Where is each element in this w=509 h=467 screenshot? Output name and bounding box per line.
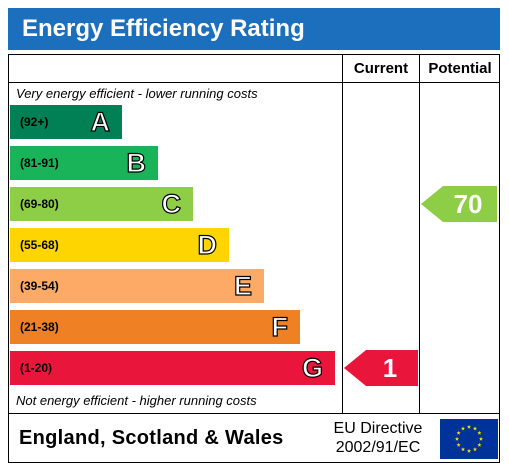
eu-star-icon: [477, 442, 482, 447]
band-letter-e: E: [233, 270, 252, 301]
band-letter-b: B: [126, 147, 147, 178]
directive-line-1: EU Directive: [333, 420, 423, 437]
band-range-c: (69-80): [20, 197, 59, 211]
eu-star-icon: [478, 436, 484, 441]
footer-directive: EU Directive 2002/91/EC: [327, 419, 429, 457]
band-range-a: (92+): [20, 115, 49, 129]
band-range-f: (21-38): [20, 320, 59, 334]
footer: England, Scotland & Wales EU Directive 2…: [8, 413, 500, 463]
eu-star-icon: [466, 448, 472, 453]
band-d: (55-68) D: [10, 228, 229, 262]
eu-star-icon: [460, 447, 466, 452]
header-divider: [8, 82, 500, 83]
band-g: (1-20) G: [10, 351, 335, 385]
band-letter-f: F: [271, 311, 289, 342]
band-e: (39-54) E: [10, 269, 264, 303]
note-bottom: Not energy efficient - higher running co…: [16, 393, 257, 408]
directive-line-2: 2002/91/EC: [335, 439, 421, 456]
eu-star-icon: [472, 447, 478, 452]
band-letter-a: A: [90, 106, 111, 137]
column-divider-potential: [419, 54, 420, 414]
eu-star-icon: [466, 424, 472, 429]
eu-star-icon: [460, 426, 466, 431]
band-range-b: (81-91): [20, 156, 59, 170]
eu-star-icon: [472, 426, 478, 431]
eu-star-icon: [454, 436, 460, 441]
eu-star-icon: [456, 442, 461, 447]
note-top: Very energy efficient - lower running co…: [16, 86, 258, 101]
band-f: (21-38) F: [10, 310, 300, 344]
eu-star-icon: [456, 430, 461, 435]
band-letter-d: D: [197, 229, 218, 260]
band-range-e: (39-54): [20, 279, 59, 293]
band-range-d: (55-68): [20, 238, 59, 252]
eu-flag-icon: [440, 419, 498, 459]
column-header-current: Current: [353, 60, 409, 77]
band-range-g: (1-20): [20, 361, 53, 375]
band-b: (81-91) B: [10, 146, 158, 180]
eu-star-icon: [477, 430, 482, 435]
chart-title: Energy Efficiency Rating: [8, 8, 500, 50]
band-c: (69-80) C: [10, 187, 193, 221]
band-letter-g: G: [301, 352, 323, 383]
column-divider-current: [342, 54, 343, 414]
footer-country: England, Scotland & Wales: [19, 427, 284, 449]
column-header-potential: Potential: [428, 60, 492, 77]
band-a: (92+) A: [10, 105, 122, 139]
band-letter-c: C: [161, 188, 182, 219]
